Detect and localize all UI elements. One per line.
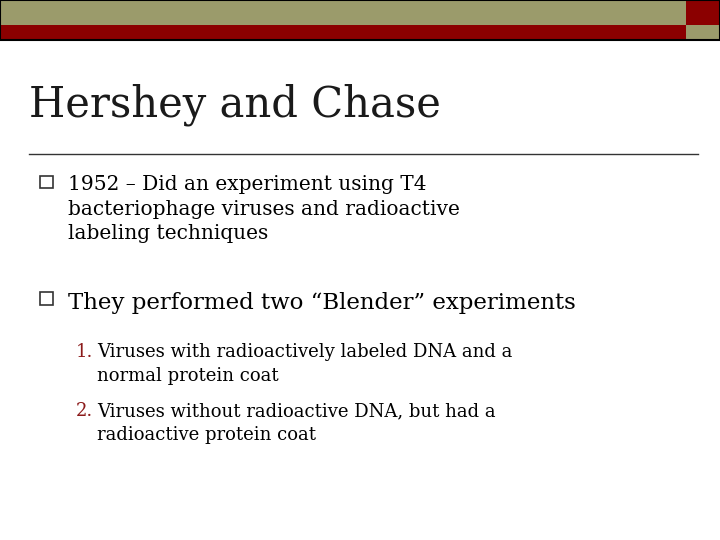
- Text: radioactive protein coat: radioactive protein coat: [97, 426, 316, 444]
- Text: 1952 – Did an experiment using T4: 1952 – Did an experiment using T4: [68, 176, 427, 194]
- Bar: [686, 0, 720, 25]
- Text: 2.: 2.: [76, 402, 93, 420]
- Text: Viruses without radioactive DNA, but had a: Viruses without radioactive DNA, but had…: [97, 402, 496, 420]
- Text: They performed two “Blender” experiments: They performed two “Blender” experiments: [68, 292, 576, 314]
- Bar: [0, 25, 686, 40]
- Text: Hershey and Chase: Hershey and Chase: [29, 84, 441, 126]
- Text: labeling techniques: labeling techniques: [68, 224, 269, 243]
- Bar: [0, 0, 720, 40]
- Bar: [686, 25, 720, 40]
- Text: Viruses with radioactively labeled DNA and a: Viruses with radioactively labeled DNA a…: [97, 343, 513, 361]
- Text: bacteriophage viruses and radioactive: bacteriophage viruses and radioactive: [68, 200, 460, 219]
- Text: 1.: 1.: [76, 343, 93, 361]
- Bar: [0, 0, 686, 25]
- Text: normal protein coat: normal protein coat: [97, 367, 279, 384]
